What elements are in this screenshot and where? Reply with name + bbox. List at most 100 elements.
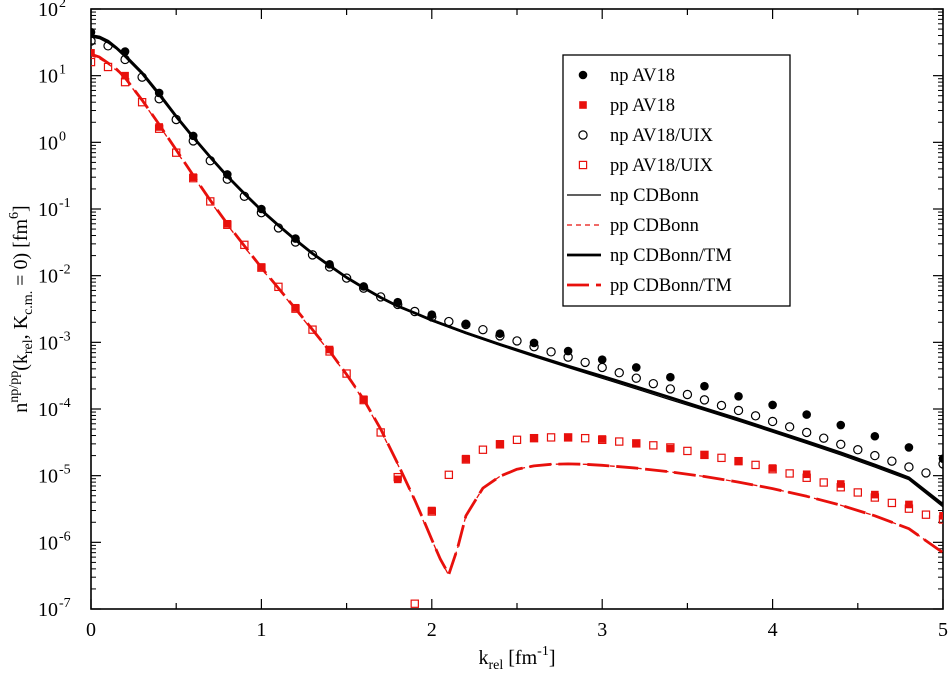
point-pp-av18-uix	[393, 472, 402, 482]
point-np-av18-uix	[341, 273, 352, 283]
point-np-av18-uix	[307, 250, 318, 260]
point-pp-av18-uix	[91, 57, 96, 67]
point-np-av18-uix	[614, 368, 624, 378]
point-np-av18-uix	[512, 336, 522, 346]
y-tick-label-base: 10	[38, 199, 58, 221]
legend-marker-pp-av18	[579, 101, 587, 109]
point-np-av18-uix	[393, 299, 403, 310]
point-pp-av18-uix	[785, 469, 794, 478]
point-np-av18	[188, 131, 198, 141]
point-np-av18-uix	[819, 433, 829, 443]
point-np-av18-uix	[546, 347, 556, 357]
point-pp-av18-uix	[427, 507, 437, 516]
point-pp-av18-uix	[274, 282, 283, 292]
point-pp-av18	[666, 444, 675, 453]
point-pp-av18-uix	[257, 263, 266, 272]
y-tick-label: 10	[38, 466, 58, 488]
point-pp-av18	[462, 454, 470, 463]
point-np-av18-uix	[273, 223, 284, 233]
y-tick-label: 10	[38, 0, 58, 21]
y-tick-label-base: 10	[38, 132, 58, 154]
point-np-av18	[666, 372, 675, 382]
point-pp-av18	[257, 263, 266, 271]
point-pp-av18-uix	[461, 455, 471, 464]
point-pp-av18-uix	[649, 441, 658, 450]
x-tick-label: 4	[768, 619, 778, 641]
point-pp-av18-uix	[683, 446, 692, 456]
legend-label-np-av18: np AV18	[610, 66, 675, 86]
y-tick-label-exponent: -3	[59, 329, 71, 344]
point-np-av18	[427, 310, 437, 319]
point-pp-av18-uix	[887, 498, 897, 508]
y-tick-label-exponent: 0	[59, 129, 66, 144]
point-np-av18	[700, 381, 709, 391]
point-pp-av18-uix	[325, 347, 334, 356]
y-tick-label-exponent: 1	[59, 63, 66, 78]
y-tick-label-base: 10	[38, 399, 58, 421]
point-pp-av18-uix	[359, 395, 368, 405]
point-pp-av18-uix	[870, 493, 880, 502]
point-np-av18	[870, 431, 880, 441]
point-pp-av18-uix	[768, 465, 777, 474]
point-np-av18-uix	[580, 357, 590, 368]
point-np-av18	[393, 297, 403, 307]
point-np-av18	[223, 170, 232, 179]
y-tick-label: 10	[38, 332, 58, 354]
x-tick-label: 5	[938, 619, 948, 641]
legend-label-np-cdbonn: np CDBonn	[610, 186, 699, 206]
y-tick-label-base: 10	[38, 332, 58, 354]
point-np-av18	[802, 410, 811, 419]
point-np-av18	[631, 363, 641, 372]
point-pp-av18-uix	[921, 510, 931, 519]
y-tick-label-base: 10	[38, 266, 58, 288]
point-np-av18-uix	[767, 416, 778, 427]
y-tick-label: 10	[38, 199, 58, 221]
point-np-av18-uix	[665, 384, 676, 394]
point-pp-av18-uix	[137, 97, 147, 107]
point-pp-av18-uix	[495, 440, 505, 449]
point-pp-av18-uix	[223, 220, 232, 229]
point-np-av18-uix	[495, 331, 505, 341]
point-np-av18-uix	[750, 411, 761, 421]
x-tick-label: 1	[256, 619, 266, 641]
point-np-av18-uix	[733, 405, 744, 416]
point-pp-av18-uix	[240, 240, 249, 250]
point-pp-av18-uix	[120, 77, 130, 87]
y-tick-label: 10	[38, 66, 58, 88]
y-axis-title-main: n	[10, 403, 32, 413]
point-np-av18	[291, 234, 300, 243]
x-axis-title: krel [fm-1]	[479, 644, 556, 673]
point-np-av18-uix	[631, 373, 641, 383]
point-pp-av18-uix	[802, 473, 811, 482]
point-np-av18-uix	[120, 54, 130, 65]
point-np-av18-uix	[358, 283, 369, 293]
point-np-av18-uix	[188, 136, 198, 146]
y-axis-title-mid: , K	[10, 314, 32, 339]
point-np-av18-uix	[836, 439, 846, 450]
point-pp-av18-uix	[546, 433, 556, 442]
point-np-av18	[597, 355, 607, 364]
point-pp-av18-uix	[717, 453, 726, 463]
point-pp-av18-uix	[342, 369, 351, 378]
axis-tick-labels: 0 1 2 3 4 510 210 110 010 -110 -210 -310 -410 -510 -61…	[38, 0, 948, 641]
series-line-pp-cdbonn-tm	[91, 52, 943, 576]
legend-marker-np-av18-uix	[578, 130, 588, 140]
point-pp-av18-uix	[308, 325, 317, 334]
point-np-av18-uix	[699, 395, 710, 405]
point-pp-av18	[496, 440, 504, 448]
point-pp-av18-uix	[819, 478, 828, 487]
legend-label-np-av18-uix: np AV18/UIX	[610, 126, 714, 146]
y-axis-title-unit-close: ]	[10, 205, 32, 212]
point-np-av18-uix	[171, 114, 181, 125]
series-line-np-cdbonn-tm	[91, 34, 943, 506]
y-axis-title-arg-open: (k	[10, 354, 32, 371]
point-pp-av18-uix	[206, 197, 215, 206]
point-np-av18-uix	[290, 237, 301, 247]
y-tick-label: 10	[38, 132, 58, 154]
point-np-av18-uix	[921, 468, 931, 478]
point-np-av18-uix	[205, 156, 215, 166]
legend-label-np-cdbonn-tm: np CDBonn/TM	[610, 246, 732, 266]
legend-label-pp-av18-uix: pp AV18/UIX	[610, 156, 714, 176]
point-pp-av18-uix	[904, 504, 914, 513]
